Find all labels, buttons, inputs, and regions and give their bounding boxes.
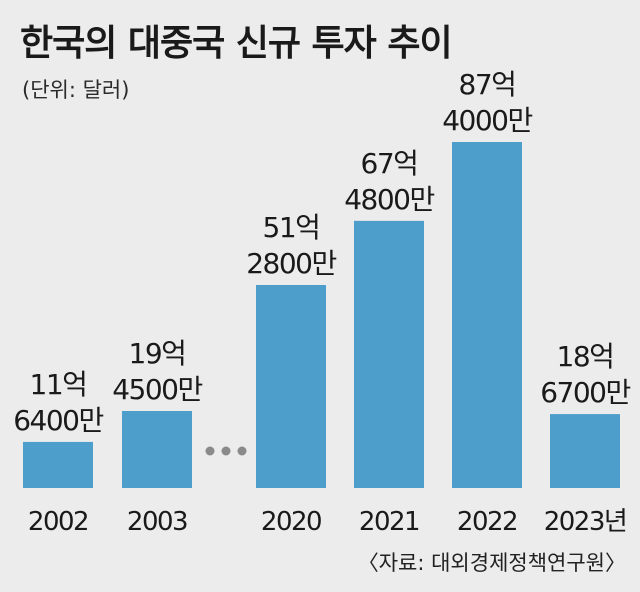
- category-label-2002: 2002: [28, 507, 88, 537]
- category-label-2023년: 2023년: [544, 507, 627, 537]
- value-label-2020-1: 51억: [263, 211, 320, 244]
- chart-title: 한국의 대중국 신규 투자 추이: [20, 23, 453, 64]
- value-label-2021-1: 67억: [361, 147, 418, 180]
- unit-label: (단위: 달러): [22, 78, 130, 102]
- break-dot-3: [237, 446, 247, 456]
- value-label-2002-1: 11억: [30, 368, 87, 401]
- value-label-2023년-2: 6700만: [540, 376, 630, 409]
- bar-2022: [452, 142, 522, 488]
- category-labels-layer: 2002 2003 2020 2021 2022 2023년: [28, 507, 628, 537]
- category-label-2021: 2021: [359, 507, 419, 537]
- category-label-2020: 2020: [261, 507, 321, 537]
- category-label-2003: 2003: [127, 507, 187, 537]
- source-note: 〈자료: 대외경제정책연구원〉: [357, 551, 626, 575]
- axis-break: [205, 446, 247, 456]
- bar-2020: [256, 284, 326, 488]
- bars-layer: [23, 142, 620, 488]
- value-label-2023년-1: 18억: [557, 340, 614, 373]
- value-label-2022-1: 87억: [459, 68, 516, 101]
- break-dot-2: [221, 446, 231, 456]
- value-label-2002-2: 6400만: [13, 404, 103, 437]
- bar-2002: [23, 441, 93, 488]
- break-dot-1: [205, 446, 215, 456]
- category-label-2022: 2022: [457, 507, 517, 537]
- bar-2021: [354, 220, 424, 488]
- bar-2003: [122, 411, 192, 488]
- value-label-2020-2: 2800만: [246, 247, 336, 280]
- value-label-2022-2: 4000만: [442, 104, 532, 137]
- value-label-2003-2: 4500만: [112, 373, 202, 406]
- bar-2023년: [550, 414, 620, 488]
- value-label-2003-1: 19억: [129, 337, 186, 370]
- value-label-2021-2: 4800만: [344, 183, 434, 216]
